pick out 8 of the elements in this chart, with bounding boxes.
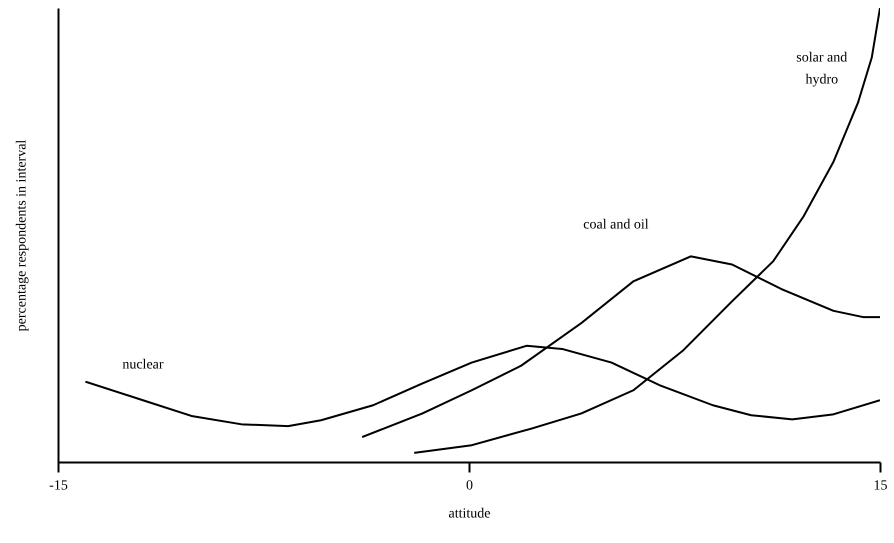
x-tick-label: -15 <box>49 478 68 494</box>
y-axis-title: percentage respondents in interval <box>14 140 30 332</box>
x-tick-label: 0 <box>466 478 473 494</box>
x-tick-label: 15 <box>874 478 888 494</box>
series-label: nuclear <box>122 357 164 372</box>
text: coal and oil <box>583 217 649 232</box>
x-axis-title: attitude <box>448 506 490 522</box>
series-label: solar and hydro <box>796 50 848 88</box>
